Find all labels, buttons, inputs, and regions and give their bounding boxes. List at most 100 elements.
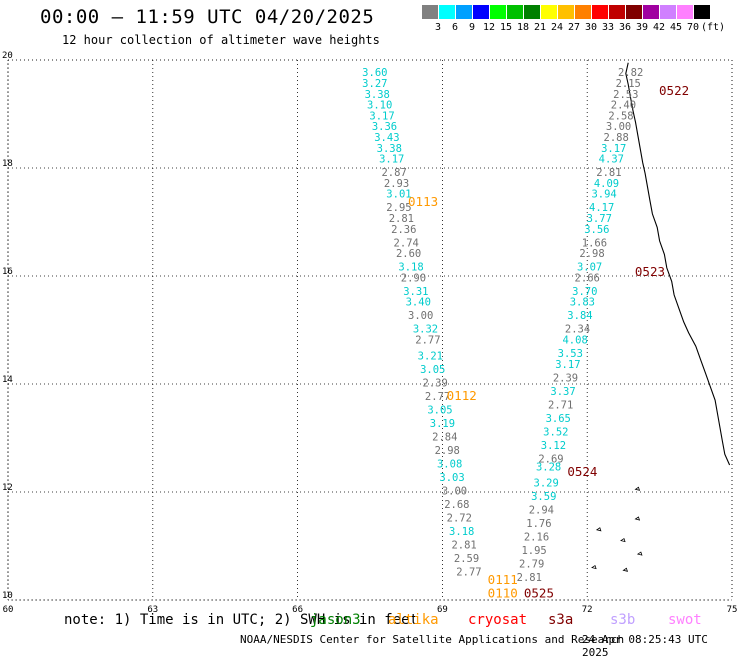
wave-height-value: 3.53 — [558, 348, 583, 360]
legend-label: 15 — [499, 22, 513, 33]
wave-height-value: 2.95 — [386, 202, 411, 214]
wave-height-value: 3.17 — [601, 143, 626, 155]
wave-height-value: 4.09 — [594, 178, 619, 190]
lon-tick-label: 60 — [3, 605, 14, 615]
wave-height-value: 2.94 — [529, 505, 554, 517]
legend-label: 12 — [482, 22, 496, 33]
legend-swatch — [609, 5, 625, 19]
wave-height-value: 2.81 — [517, 572, 542, 584]
wave-height-value: 2.77 — [456, 567, 481, 579]
wave-height-value: 3.40 — [406, 297, 431, 309]
legend-label: 70 — [686, 22, 700, 33]
wave-height-value: 2.98 — [435, 445, 460, 457]
wave-height-value: 2.79 — [519, 559, 544, 571]
note-text: note: 1) Time is in UTC; 2) SWH is in fe… — [64, 612, 418, 628]
wave-height-value: 3.12 — [541, 440, 566, 452]
legend-label: 30 — [584, 22, 598, 33]
wave-height-value: 2.68 — [444, 499, 469, 511]
wave-height-value: 3.05 — [420, 364, 445, 376]
wave-height-value: 3.94 — [591, 189, 616, 201]
satellite-label-altika: altika — [388, 612, 439, 628]
wave-height-value: 3.36 — [372, 121, 397, 133]
legend-swatch — [541, 5, 557, 19]
wave-height-value: 3.37 — [550, 386, 575, 398]
wave-height-value: 3.38 — [377, 143, 402, 155]
satellite-label-cryosat: cryosat — [468, 612, 528, 628]
wave-height-value: 3.29 — [534, 478, 559, 490]
legend-label: 6 — [451, 22, 459, 33]
legend-label: 42 — [652, 22, 666, 33]
pass-time-label: 0112 — [447, 388, 477, 403]
lon-tick-label: 63 — [147, 605, 158, 615]
wave-height-value: 2.77 — [415, 335, 440, 347]
wave-height-value: 3.65 — [546, 413, 571, 425]
pass-time-label: 0110 — [488, 585, 518, 600]
island-outline — [620, 537, 626, 543]
satellite-label-s3a: s3a — [548, 612, 574, 628]
legend-label: 3 — [434, 22, 442, 33]
coastline — [625, 62, 731, 466]
wave-height-value: 2.39 — [423, 378, 448, 390]
wave-height-value: 2.71 — [548, 399, 573, 411]
page-title: 00:00 – 11:59 UTC 04/20/2025 — [40, 6, 375, 28]
legend-swatch — [558, 5, 574, 19]
wave-height-value: 2.36 — [391, 224, 416, 236]
wave-height-value: 3.59 — [531, 491, 556, 503]
legend-label: 9 — [468, 22, 476, 33]
wave-height-value: 2.93 — [384, 178, 409, 190]
wave-height-value: 2.66 — [575, 272, 600, 284]
wave-height-value: 2.60 — [396, 248, 421, 260]
island-outline — [636, 551, 643, 556]
wave-height-value: 3.17 — [379, 154, 404, 166]
pass-time-label: 0522 — [659, 83, 689, 98]
wave-height-value: 2.90 — [401, 272, 426, 284]
lat-tick-label: 16 — [2, 267, 13, 277]
legend-swatch — [677, 5, 693, 19]
lon-tick-label: 66 — [292, 605, 303, 615]
legend-label: 21 — [533, 22, 547, 33]
wave-height-value: 2.16 — [524, 532, 549, 544]
wave-height-value: 3.07 — [577, 262, 602, 274]
lat-tick-label: 14 — [2, 375, 13, 385]
legend-unit: (ft) — [701, 22, 726, 33]
pass-time-label: 0524 — [567, 464, 597, 479]
wave-height-value: 2.87 — [381, 167, 406, 179]
wave-height-value: 2.34 — [565, 324, 590, 336]
legend-swatch — [592, 5, 608, 19]
wave-height-value: 2.74 — [394, 237, 419, 249]
wave-height-value: 3.38 — [365, 89, 390, 101]
pass-time-label: 0111 — [488, 572, 518, 587]
wave-height-value: 2.53 — [613, 89, 638, 101]
legend-label: 33 — [601, 22, 615, 33]
wave-height-value: 3.27 — [362, 78, 387, 90]
wave-height-value: 3.60 — [362, 67, 387, 79]
wave-height-value: 3.17 — [555, 359, 580, 371]
wave-height-value: 3.05 — [427, 405, 452, 417]
wave-height-value: 3.00 — [606, 121, 631, 133]
wave-height-value: 3.83 — [570, 297, 595, 309]
wave-height-value: 2.40 — [611, 100, 636, 112]
island-outline — [622, 567, 629, 572]
lat-tick-label: 12 — [2, 483, 13, 493]
page-subtitle: 12 hour collection of altimeter wave hei… — [62, 33, 380, 47]
island-outline — [634, 486, 641, 491]
wave-height-value: 2.77 — [425, 391, 450, 403]
wave-height-value: 4.08 — [562, 335, 587, 347]
wave-height-value: 3.52 — [543, 426, 568, 438]
legend-swatch — [439, 5, 455, 19]
wave-height-value: 2.39 — [553, 372, 578, 384]
wave-height-value: 3.21 — [418, 351, 443, 363]
satellite-label-jason3: jason3 — [310, 612, 361, 628]
wave-height-value: 3.32 — [413, 324, 438, 336]
wave-height-value: 3.08 — [437, 459, 462, 471]
footer-credit: NOAA/NESDIS Center for Satellite Applica… — [240, 633, 625, 646]
wave-height-value: 2.88 — [604, 132, 629, 144]
wave-height-value: 3.00 — [442, 486, 467, 498]
legend-swatch — [626, 5, 642, 19]
legend-swatch — [473, 5, 489, 19]
wave-height-value: 3.28 — [536, 461, 561, 473]
pass-time-label: 0523 — [635, 264, 665, 279]
legend-swatch — [456, 5, 472, 19]
wave-height-value: 2.69 — [538, 453, 563, 465]
